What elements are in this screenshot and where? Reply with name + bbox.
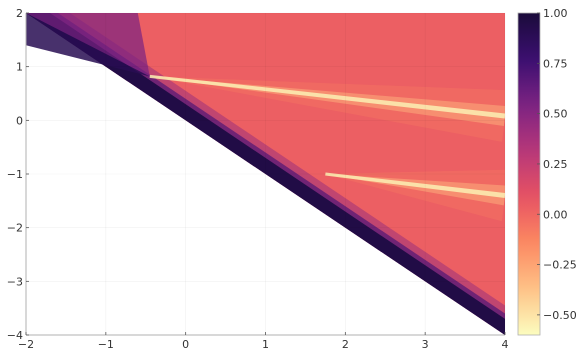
- y-tick-label: −4: [7, 329, 23, 342]
- boundary-band-2: [26, 13, 505, 335]
- x-tick-label: 4: [502, 338, 509, 350]
- bright-ray-0: [149, 74, 505, 142]
- colorbar-tick-label: −0.50: [543, 309, 577, 322]
- x-axis-ticks: −2 −1 0 1 2 3 4: [18, 332, 509, 350]
- ray-body: [325, 174, 505, 206]
- y-tick-label: −2: [7, 222, 23, 235]
- x-tick-label: −2: [18, 338, 34, 350]
- ray-core: [325, 172, 505, 198]
- colorbar-tick-label: 0.50: [543, 108, 568, 121]
- plot-area: [26, 13, 505, 335]
- colorbar-tick-label: 0.25: [543, 158, 568, 171]
- ray-halo: [149, 76, 505, 142]
- x-tick-label: 0: [182, 338, 189, 350]
- y-tick-label: 2: [16, 7, 23, 20]
- y-tick-label: 1: [16, 61, 23, 74]
- bright-ray-1: [325, 169, 505, 222]
- x-tick-label: 2: [342, 338, 349, 350]
- x-tick-label: 1: [262, 338, 269, 350]
- y-tick-label: −3: [7, 275, 23, 288]
- y-axis-ticks: −4 −3 −2 −1 0 1 2: [7, 7, 29, 342]
- y-tick-label: −1: [7, 168, 23, 181]
- colorbar-tick-label: 0.00: [543, 208, 568, 221]
- ray-body: [149, 76, 505, 126]
- x-tick-label: 3: [422, 338, 429, 350]
- colorbar: 1.00 0.75 0.50 0.25 0.00 −0.25 −0.50: [517, 7, 577, 336]
- colorbar-tick-label: −0.25: [543, 259, 577, 272]
- y-tick-label: 0: [16, 114, 23, 127]
- colorbar-tick-label: 1.00: [543, 7, 568, 20]
- colorbar-bar: [517, 12, 541, 336]
- ray-halo: [325, 169, 505, 222]
- ray-core: [149, 74, 505, 119]
- corner-wedge-soft: [26, 13, 150, 77]
- colorbar-tick-label: 0.75: [543, 57, 568, 70]
- x-tick-label: −1: [98, 338, 114, 350]
